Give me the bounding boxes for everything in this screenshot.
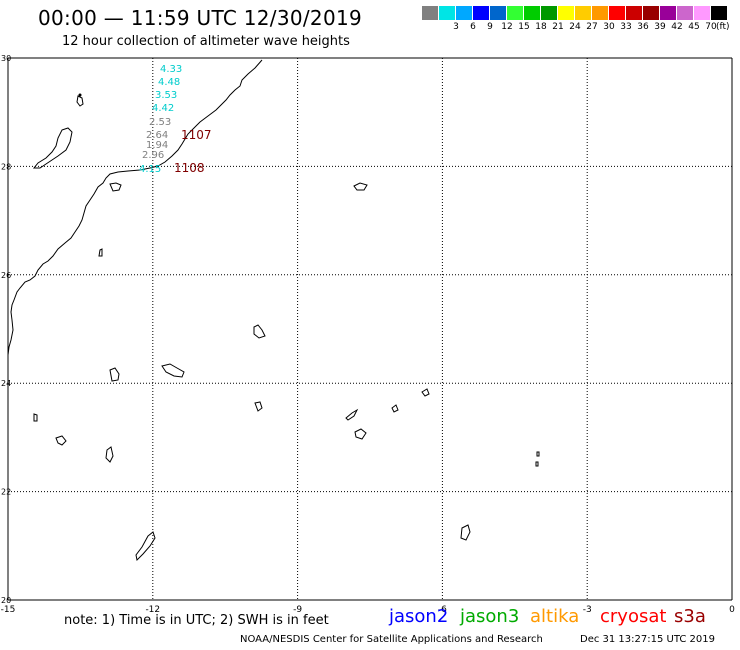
island-lanzarote <box>76 95 84 107</box>
wave-height-label: 2.53 <box>149 117 171 128</box>
legend-swatch <box>643 6 660 20</box>
legend-swatch <box>575 6 592 20</box>
lon-tick-label: -9 <box>293 605 302 615</box>
lon-tick-label: -6 <box>438 605 447 615</box>
lat-tick-label: 20 <box>1 596 11 605</box>
legend-swatch <box>541 6 558 20</box>
legend-label: 42 <box>671 22 683 32</box>
coastline <box>7 59 540 562</box>
legend-label: 3 <box>453 22 459 32</box>
legend-label: 36 <box>637 22 649 32</box>
lon-tick-label: -15 <box>1 605 16 615</box>
island-n <box>536 451 540 457</box>
legend-swatch <box>677 6 694 20</box>
axis-ticks: -15 -12 -9 -6 -3 0 30 28 26 24 22 20 <box>1 54 735 615</box>
legend-swatch <box>592 6 609 20</box>
island-o <box>535 461 539 467</box>
island-j <box>33 413 38 422</box>
island-e <box>254 401 263 412</box>
legend-label: 39 <box>654 22 666 32</box>
legend-label: 33 <box>620 22 632 32</box>
african-coast <box>7 59 263 356</box>
island-m <box>460 524 471 541</box>
lon-tick-label: -3 <box>583 605 592 615</box>
wave-height-label: 4.42 <box>152 103 174 114</box>
legend-label: 45 <box>688 22 700 32</box>
island-gran-canaria <box>109 182 122 192</box>
legend-swatch <box>490 6 507 20</box>
wave-height-label: 1.94 <box>146 140 168 151</box>
legend-label: 27 <box>586 22 598 32</box>
legend-label: 18 <box>535 22 547 32</box>
island-a <box>353 182 368 191</box>
legend-label: 24 <box>569 22 581 32</box>
legend-swatch <box>422 6 439 20</box>
timestamp: Dec 31 13:27:15 UTC 2019 <box>580 634 715 645</box>
page-title: 00:00 — 11:59 UTC 12/30/2019 <box>38 6 363 30</box>
island-g <box>391 404 399 413</box>
lat-tick-label: 28 <box>1 162 11 171</box>
legend-label: 70 <box>705 22 717 32</box>
legend-swatch <box>694 6 711 20</box>
island-dot <box>78 93 82 97</box>
sat-jason2: jason2 <box>389 606 449 627</box>
island-h <box>421 388 430 397</box>
legend-unit: (ft) <box>716 22 730 32</box>
island-c <box>161 363 185 378</box>
legend-label: 30 <box>603 22 615 32</box>
legend-swatch <box>473 6 490 20</box>
wave-height-label: 4.33 <box>160 64 182 75</box>
legend-swatch <box>524 6 541 20</box>
color-legend <box>422 6 728 20</box>
page-subtitle: 12 hour collection of altimeter wave hei… <box>62 34 350 49</box>
wave-height-label: 4.15 <box>139 164 161 175</box>
legend-swatch <box>609 6 626 20</box>
island-b <box>253 324 266 339</box>
island-f <box>345 408 359 421</box>
island-p <box>135 531 156 562</box>
island-k <box>55 435 67 446</box>
island-l <box>105 446 114 463</box>
island-fuerteventura <box>32 127 73 169</box>
legend-swatch <box>711 6 728 20</box>
legend-swatch <box>626 6 643 20</box>
legend-label: 9 <box>487 22 493 32</box>
legend-label: 15 <box>518 22 530 32</box>
wave-labels: 4.33 4.48 3.53 4.42 2.53 2.641.942.96 4.15 1107… <box>139 64 212 175</box>
pass-number-label: 1107 <box>181 128 212 142</box>
legend-swatch <box>456 6 473 20</box>
island-small-1 <box>98 248 103 257</box>
sat-jason3: jason3 <box>460 606 520 627</box>
legend-label: 21 <box>552 22 564 32</box>
lon-tick-label: -12 <box>145 605 160 615</box>
legend-swatch <box>439 6 456 20</box>
credit-text: NOAA/NESDIS Center for Satellite Applica… <box>240 634 543 645</box>
footer-note: note: 1) Time is in UTC; 2) SWH is in fe… <box>64 613 329 628</box>
sat-cryosat: cryosat <box>600 606 667 627</box>
sat-s3a: s3a <box>674 606 706 627</box>
island-i <box>354 428 367 440</box>
legend-label: 6 <box>470 22 476 32</box>
legend-swatch <box>558 6 575 20</box>
legend-swatch <box>507 6 524 20</box>
legend-swatch <box>660 6 677 20</box>
map-grid <box>7 57 733 601</box>
pass-number-label: 1108 <box>174 161 205 175</box>
legend-label: 12 <box>501 22 513 32</box>
lat-tick-label: 30 <box>1 54 11 63</box>
island-d <box>109 367 120 382</box>
wave-height-label: 3.53 <box>155 90 177 101</box>
lat-tick-label: 24 <box>1 379 11 388</box>
sat-altika: altika <box>530 606 580 627</box>
wave-height-label: 4.48 <box>158 77 180 88</box>
lat-tick-label: 26 <box>1 271 11 280</box>
lat-tick-label: 22 <box>1 488 11 497</box>
legend-labels: 3 6 9 12 15 18 21 24 27 30 33 36 39 42 45 70 <box>422 22 740 34</box>
wave-height-label: 2.96 <box>142 150 164 161</box>
wave-height-label: 2.64 <box>146 130 168 141</box>
lon-tick-label: 0 <box>729 605 735 615</box>
